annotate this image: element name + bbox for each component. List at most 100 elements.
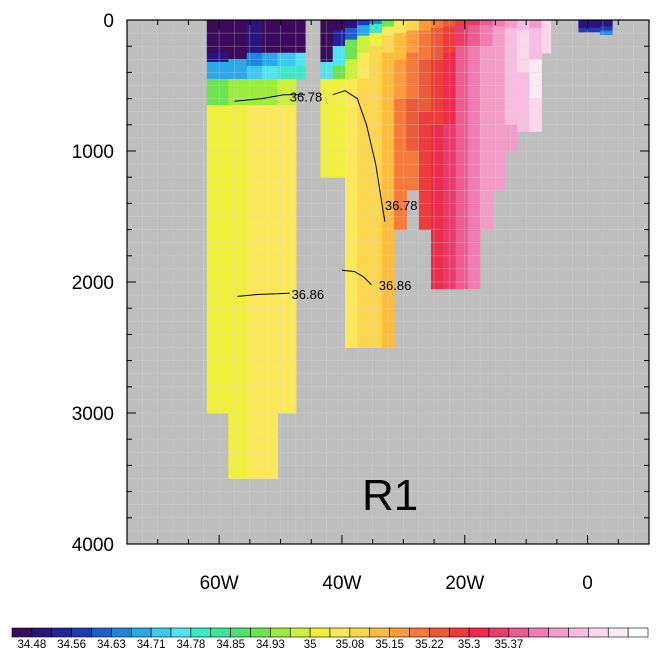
heatmap-cell (246, 78, 263, 106)
heatmap-cell (357, 20, 371, 26)
colorbar-swatch (389, 627, 410, 638)
heatmap-cell (357, 25, 371, 37)
colorbar-label: 35.15 (375, 639, 404, 651)
heatmap-cell (394, 59, 407, 100)
heatmap-cell (345, 27, 358, 41)
heatmap-cell (492, 52, 506, 113)
heatmap-cell (206, 105, 229, 414)
x-tick-label: 0 (582, 573, 593, 594)
heatmap-cell (228, 59, 248, 80)
contour-label: 36.86 (292, 287, 325, 302)
colorbar-label: 34.93 (256, 639, 285, 651)
colorbar-swatch (448, 627, 470, 638)
colorbar-swatch (170, 627, 192, 638)
heatmap-cell (246, 105, 263, 480)
heatmap-cell (369, 46, 383, 73)
heatmap-cell (332, 78, 346, 178)
y-tick-label: 4000 (72, 535, 114, 556)
heatmap-cell (369, 72, 383, 349)
heatmap-cell (246, 20, 263, 54)
heatmap-cell (455, 177, 469, 290)
heatmap-cell (492, 26, 506, 54)
heatmap-cell (578, 20, 601, 29)
heatmap-cell (262, 78, 278, 106)
colorbar-swatch (409, 627, 430, 638)
heatmap-cell (418, 30, 432, 60)
colorbar-swatch (548, 627, 569, 638)
y-tick-label: 1000 (72, 142, 114, 163)
heatmap-cell (467, 20, 481, 26)
colorbar-swatch (329, 627, 351, 638)
heatmap-cell (262, 105, 278, 480)
heatmap-cell (345, 78, 358, 348)
heatmap-cell (228, 20, 248, 60)
heatmap-cell (357, 52, 371, 80)
contour-line (234, 94, 306, 102)
heatmap-cell (430, 229, 444, 290)
heatmap-cell (277, 105, 297, 414)
contour-label: 36.78 (290, 89, 323, 104)
heatmap-cell (504, 59, 518, 126)
heatmap-cell (529, 98, 543, 132)
heatmap-cell (578, 27, 601, 33)
colorbar-swatch (528, 627, 549, 638)
colorbar-swatch (369, 627, 390, 638)
heatmap-cell (455, 20, 469, 26)
colorbar-swatch (309, 627, 331, 638)
colorbar-swatch (429, 627, 450, 638)
x-tick-label: 20W (445, 573, 484, 594)
panel-label: R1 (362, 471, 418, 520)
heatmap-cell (332, 20, 346, 31)
colorbar-swatch (349, 627, 371, 638)
heatmap-cell (369, 20, 383, 25)
heatmap-cell (357, 78, 371, 348)
colorbar-swatch (289, 627, 311, 638)
colorbar-label: 34.48 (17, 639, 46, 651)
heatmap-cell (345, 39, 358, 60)
heatmap-cell (467, 25, 481, 47)
colorbar-swatch (230, 627, 251, 638)
colorbar-swatch (51, 627, 72, 638)
heatmap-cell (480, 25, 493, 47)
colorbar-swatch (31, 627, 53, 638)
heatmap-cell (206, 52, 229, 63)
colorbar-label: 35.37 (494, 639, 523, 651)
heatmap-cell (529, 27, 543, 60)
heatmap-cell (529, 20, 543, 29)
heatmap-cell (406, 30, 420, 54)
heatmap-cell (406, 52, 420, 100)
colorbar-swatch (627, 627, 649, 638)
colorbar-swatch (190, 627, 212, 638)
heatmap-cell (516, 72, 530, 132)
heatmap-cell (277, 20, 297, 54)
heatmap-cell (418, 111, 432, 231)
contour-line (341, 269, 372, 285)
heatmap-cell (529, 59, 543, 100)
colorbar-label: 34.78 (176, 639, 205, 651)
heatmap-cells (206, 20, 613, 480)
contour-labels: 36.78 36.78 36.86 36.86 (290, 89, 418, 302)
colorbar-label: 35.22 (415, 639, 444, 651)
heatmap-cell (357, 35, 371, 54)
axis-ticks (126, 19, 650, 545)
colorbar-label: 34.63 (97, 639, 126, 651)
heatmap-cell (599, 26, 613, 31)
heatmap-cell (206, 78, 229, 106)
contour-line (332, 90, 386, 222)
colorbar-swatch (111, 627, 132, 638)
heatmap-cell (345, 20, 358, 29)
colorbar-swatch (250, 627, 271, 638)
heatmap-cell (369, 23, 383, 34)
colorbar-label: 35.08 (335, 639, 364, 651)
heatmap-cell (599, 20, 613, 28)
heatmap-cell (599, 30, 613, 35)
heatmap-cell (345, 59, 358, 80)
colorbar-swatch (130, 627, 152, 638)
heatmap-cell (430, 124, 444, 231)
colorbar-swatch (508, 627, 530, 638)
colorbar-swatch (607, 627, 629, 638)
colorbar-label: 34.56 (57, 639, 86, 651)
heatmap-cell (430, 59, 444, 126)
heatmap-cell (430, 20, 444, 29)
heatmap-cell (332, 46, 346, 67)
